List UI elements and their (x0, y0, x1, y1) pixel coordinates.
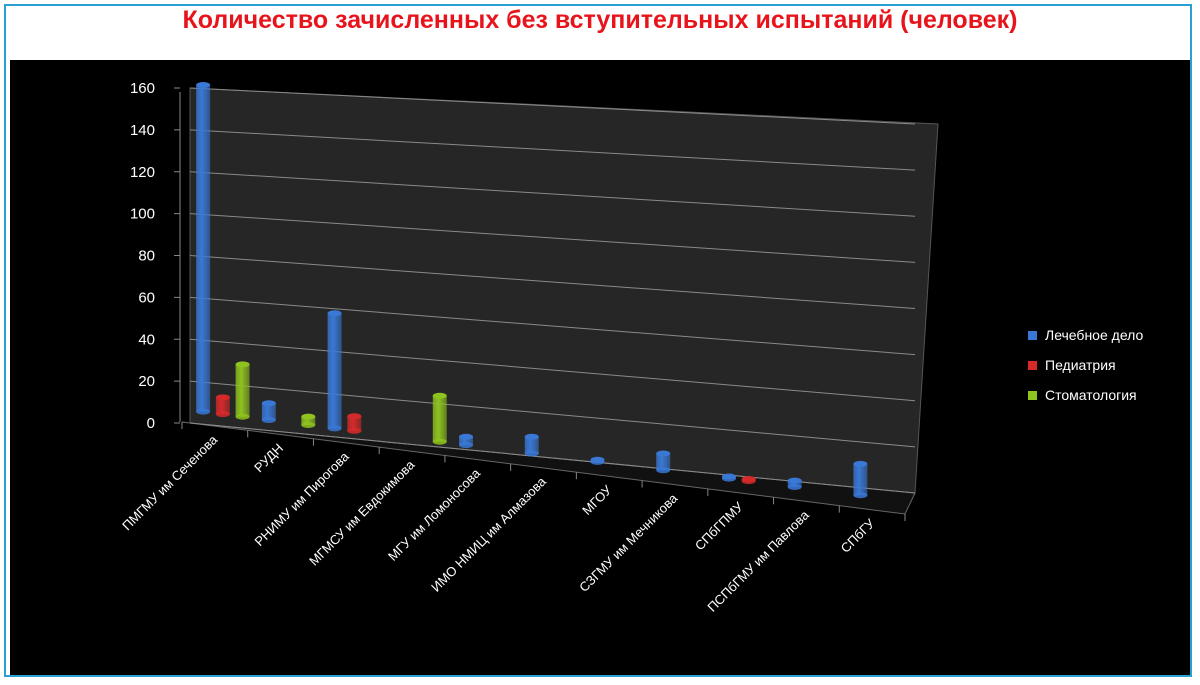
y-tick-label: 0 (147, 415, 155, 432)
legend-label: Педиатрия (1045, 357, 1116, 373)
bar (853, 463, 868, 496)
bar-base (215, 411, 230, 418)
y-tick-label: 60 (138, 289, 155, 306)
bar-base (347, 427, 362, 434)
bar-base (196, 408, 211, 415)
bar-base (432, 438, 447, 445)
bar-top (853, 460, 868, 467)
bar-top (741, 475, 756, 482)
bar-base (853, 492, 868, 499)
legend-label: Стоматология (1045, 387, 1137, 403)
bar (196, 85, 211, 412)
bar-top (656, 450, 671, 457)
bar (787, 480, 802, 487)
y-tick-label: 120 (130, 164, 155, 181)
gridline (189, 171, 916, 217)
y-tick-label: 80 (138, 248, 155, 265)
bar-top (301, 413, 316, 420)
gridline (189, 129, 916, 171)
bar (524, 436, 539, 454)
y-tick-label: 160 (130, 80, 155, 97)
bar-base (261, 417, 276, 424)
bar-top (215, 394, 230, 401)
bar (215, 397, 230, 415)
bar (327, 313, 342, 429)
bar (235, 364, 250, 417)
bar-top (196, 82, 211, 89)
bar-base (301, 422, 316, 429)
bar-top (347, 413, 362, 420)
y-tick-label: 20 (138, 373, 155, 390)
back-wall (189, 87, 939, 494)
bar-top (459, 433, 474, 440)
bar (261, 403, 276, 421)
bar-base (459, 442, 474, 449)
bar-base (327, 425, 342, 432)
bar-base (524, 450, 539, 457)
chart-title: Количество зачисленных без вступительных… (182, 6, 1018, 34)
bar-top (590, 456, 605, 463)
bar (301, 416, 316, 426)
bar-base (656, 467, 671, 474)
legend-swatch (1028, 361, 1037, 370)
bar-base (235, 413, 250, 420)
bar-top (235, 361, 250, 368)
gridline (189, 255, 916, 309)
gridline (189, 380, 916, 448)
bar-top (432, 392, 447, 399)
bar-top (524, 433, 539, 440)
y-tick-label: 100 (130, 206, 155, 223)
gridline (189, 87, 916, 125)
bar (459, 436, 474, 446)
legend-label: Лечебное дело (1045, 327, 1143, 343)
bar-top (327, 310, 342, 317)
bar (656, 453, 671, 471)
bar-top (261, 400, 276, 407)
bar-top (721, 473, 736, 480)
gridline (189, 213, 916, 263)
y-tick-label: 140 (130, 122, 155, 139)
legend-swatch (1028, 391, 1037, 400)
bar (432, 395, 447, 442)
legend-swatch (1028, 331, 1037, 340)
gridline (189, 296, 916, 356)
y-tick-label: 40 (138, 331, 155, 348)
bar-base (787, 483, 802, 490)
gridline (189, 338, 916, 402)
bar (347, 416, 362, 431)
bar-top (787, 477, 802, 484)
